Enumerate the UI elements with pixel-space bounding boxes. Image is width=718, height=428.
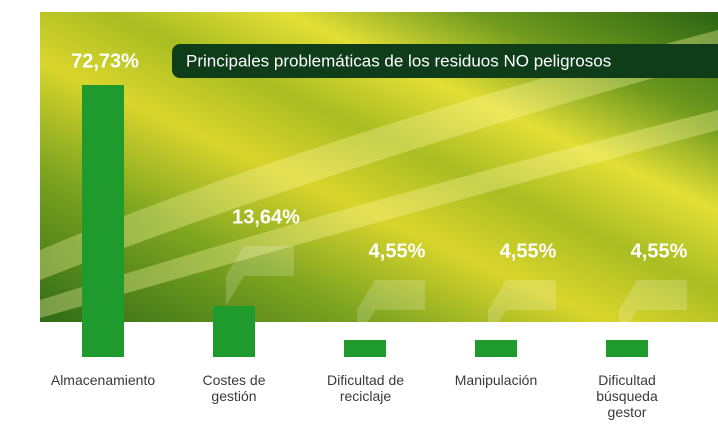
value-label: 13,64% (232, 206, 300, 228)
bar (344, 339, 386, 357)
bar-shadow (619, 279, 687, 340)
value-label: 4,55% (500, 240, 557, 262)
value-label: 4,55% (631, 240, 688, 262)
leaf-streak (40, 110, 718, 318)
bar-shadow (488, 279, 556, 340)
category-label: Manipulación (454, 372, 538, 388)
bar (475, 339, 517, 357)
bar-shadow (357, 279, 425, 340)
bar-shadow (226, 245, 294, 306)
leaf-streak (40, 30, 718, 280)
chart-title: Principales problemáticas de los residuo… (186, 51, 611, 70)
bar (213, 305, 255, 357)
title-box (172, 44, 718, 78)
bar (606, 339, 648, 357)
value-label: 4,55% (369, 240, 426, 262)
bars: 72,73% 13,64% 4,55% 4,55% 4,55% (71, 50, 688, 357)
category-label: Dificultad de reciclaje (326, 372, 405, 404)
bar (82, 85, 124, 357)
value-label: 72,73% (71, 50, 139, 72)
category-label: Almacenamiento (50, 372, 156, 388)
category-label: Dificultad búsqueda gestor (596, 372, 658, 420)
category-label: Costes de gestión (202, 372, 266, 404)
